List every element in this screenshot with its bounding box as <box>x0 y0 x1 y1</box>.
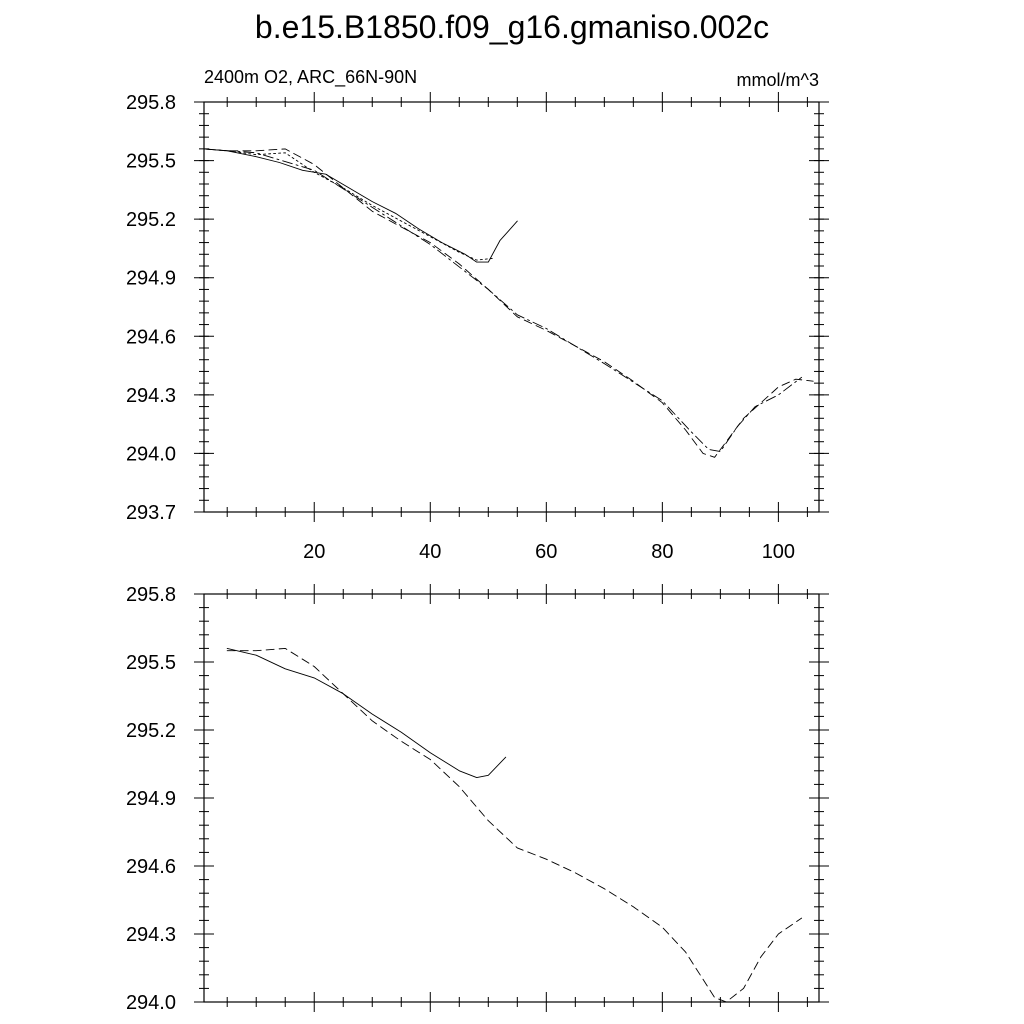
y-tick-label: 294.9 <box>126 788 176 810</box>
y-tick-label: 294.0 <box>126 443 176 465</box>
x-tick-label: 80 <box>651 541 673 563</box>
x-tick-label: 40 <box>419 541 441 563</box>
panel-1-ticks <box>194 92 829 522</box>
panel-2-series-1-line <box>226 647 507 779</box>
y-tick-label: 294.3 <box>126 385 176 407</box>
y-tick-label: 294.3 <box>126 924 176 946</box>
y-tick-label: 295.2 <box>126 209 176 231</box>
panel-2-series-2-line <box>226 647 803 1003</box>
panel-1-right-label: mmol/m^3 <box>737 70 819 90</box>
panel-1-frame <box>203 101 820 513</box>
panel-1-plot-area <box>203 148 814 458</box>
panel-2-plot-area <box>226 647 803 1003</box>
y-tick-label: 294.6 <box>126 856 176 878</box>
y-tick-label: 295.8 <box>126 584 176 606</box>
panel-1: 2400m O2, ARC_66N-90N mmol/m^3 295.8295.… <box>126 67 829 563</box>
x-tick-label: 100 <box>762 541 795 563</box>
y-tick-label: 295.5 <box>126 652 176 674</box>
panel-1-left-label: 2400m O2, ARC_66N-90N <box>204 67 417 88</box>
y-tick-label: 294.0 <box>126 992 176 1014</box>
y-tick-label: 293.7 <box>126 502 176 524</box>
panel-1-series-1-line <box>203 148 518 263</box>
chart-title: b.e15.B1850.f09_g16.gmaniso.002c <box>255 9 769 45</box>
panel-2-ticks <box>194 584 829 1012</box>
y-tick-label: 294.9 <box>126 268 176 290</box>
y-tick-label: 294.6 <box>126 326 176 348</box>
panel-1-y-tick-labels: 295.8 295.5 295.2 294.9 294.6 294.3 294.0 293.7 <box>126 92 176 524</box>
panel-2-frame <box>203 593 820 1003</box>
y-tick-label: 295.5 <box>126 151 176 173</box>
panel-1-series-4-line <box>203 148 803 452</box>
panel-2: 295.8 295.5 295.2 294.9 294.6 294.3 294.0 <box>126 584 829 1014</box>
panel-2-y-tick-labels: 295.8 295.5 295.2 294.9 294.6 294.3 294.0 <box>126 584 176 1014</box>
panel-1-series-3-line <box>203 148 814 458</box>
x-tick-label: 60 <box>535 541 557 563</box>
x-tick-label: 20 <box>303 541 325 563</box>
panel-1-series-2-line <box>203 148 495 261</box>
y-tick-label: 295.8 <box>126 92 176 114</box>
y-tick-label: 295.2 <box>126 720 176 742</box>
panel-1-x-tick-labels: 20 40 60 80 100 <box>303 541 795 563</box>
